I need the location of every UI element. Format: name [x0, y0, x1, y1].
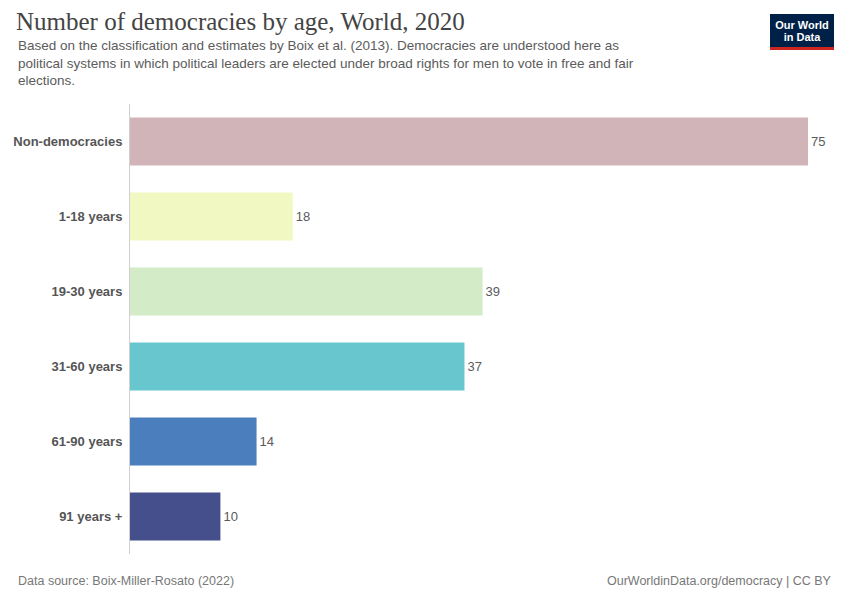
svg-text:18: 18: [296, 209, 310, 224]
svg-text:Non-democracies: Non-democracies: [13, 134, 122, 149]
svg-text:10: 10: [223, 509, 237, 524]
svg-text:19-30 years: 19-30 years: [52, 284, 123, 299]
svg-text:Number of democracies by age,: Number of democracies by age, World, 202…: [16, 8, 465, 35]
svg-text:14: 14: [260, 434, 274, 449]
svg-text:Based on the classification an: Based on the classification and estimate…: [18, 38, 634, 88]
svg-text:61-90 years: 61-90 years: [52, 434, 123, 449]
svg-text:37: 37: [467, 359, 481, 374]
svg-text:OurWorldinData.org/democracy |: OurWorldinData.org/democracy | CC BY: [607, 574, 832, 588]
svg-text:Data source: Boix-Miller-Rosat: Data source: Boix-Miller-Rosato (2022): [18, 574, 234, 588]
svg-text:91 years +: 91 years +: [59, 509, 123, 524]
svg-text:39: 39: [486, 284, 500, 299]
svg-text:75: 75: [811, 134, 825, 149]
svg-text:31-60 years: 31-60 years: [52, 359, 123, 374]
svg-text:1-18 years: 1-18 years: [59, 209, 123, 224]
